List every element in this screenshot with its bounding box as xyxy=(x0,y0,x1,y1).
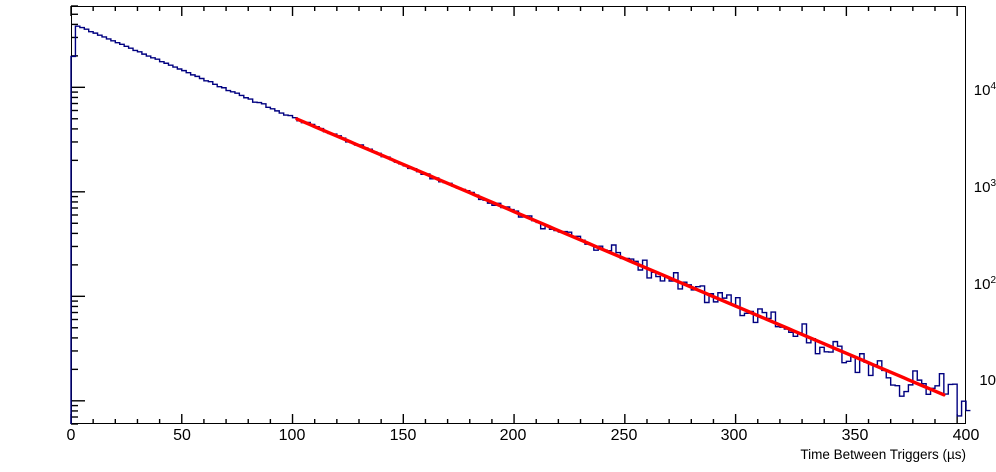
x-tick-label-400: 400 xyxy=(952,427,980,444)
y-tick-label-1e3: 103 xyxy=(934,178,996,196)
histogram-data-series xyxy=(70,25,971,424)
y-tick-exponent: 4 xyxy=(990,81,996,92)
y-tick-mantissa: 10 xyxy=(979,372,996,389)
x-tick-label-0: 0 xyxy=(66,427,76,444)
x-tick-label-300: 300 xyxy=(720,427,748,444)
x-tick-label-250: 250 xyxy=(610,427,638,444)
x-tick-label-350: 350 xyxy=(841,427,869,444)
y-tick-exponent: 2 xyxy=(990,275,996,286)
y-tick-label-1e4: 104 xyxy=(934,81,996,99)
y-tick-mantissa: 10 xyxy=(973,82,991,99)
y-tick-exponent: 3 xyxy=(990,178,996,189)
axis-ticks xyxy=(70,5,958,425)
x-tick-label-50: 50 xyxy=(173,427,191,444)
x-tick-label-150: 150 xyxy=(389,427,417,444)
exponential-fit-line xyxy=(295,117,946,397)
y-tick-label-1e2: 102 xyxy=(934,275,996,293)
x-tick-label-200: 200 xyxy=(499,427,527,444)
y-tick-mantissa: 10 xyxy=(973,179,991,196)
y-tick-mantissa: 10 xyxy=(973,276,991,293)
x-axis-title: Time Between Triggers (µs) xyxy=(800,447,966,462)
y-tick-label-10: 10 xyxy=(934,373,996,388)
x-tick-label-100: 100 xyxy=(278,427,306,444)
